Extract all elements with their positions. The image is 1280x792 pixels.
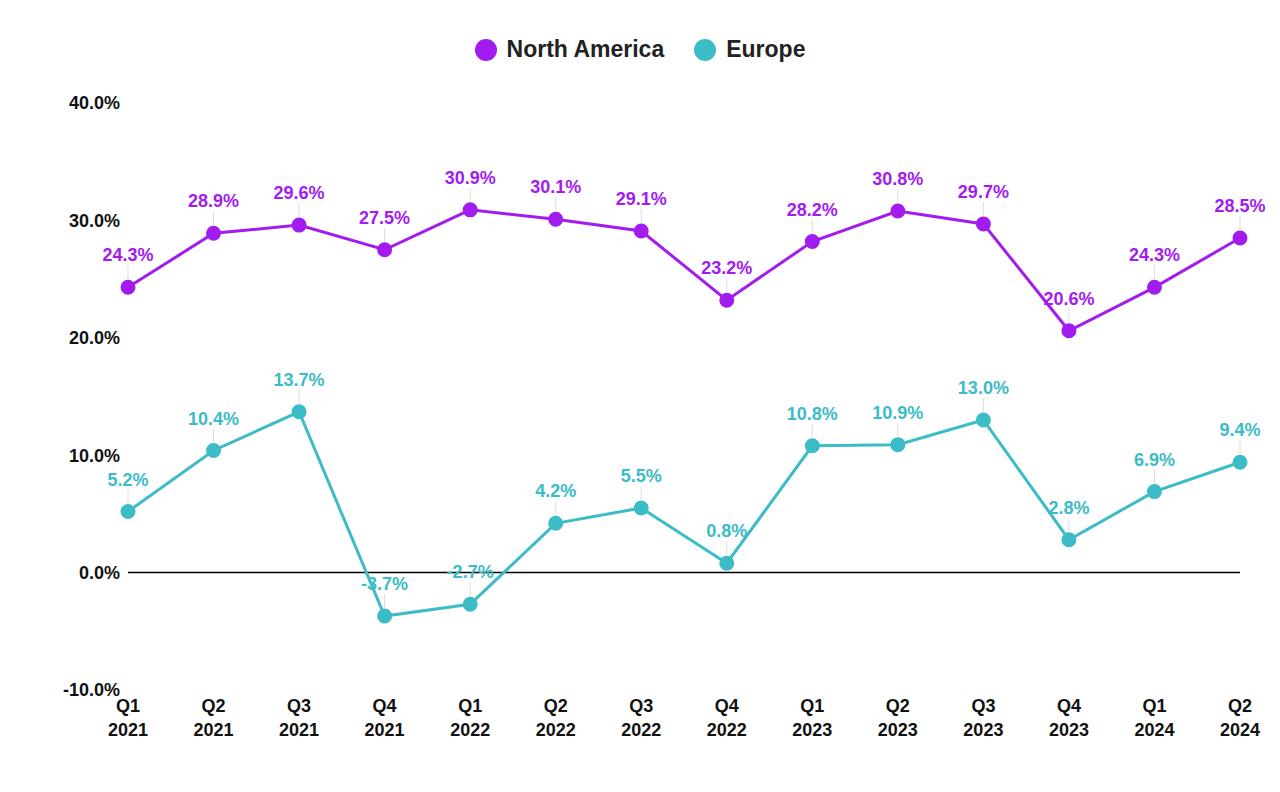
svg-text:Q32023: Q32023 [963, 696, 1003, 740]
svg-text:13.0%: 13.0% [958, 378, 1009, 398]
svg-text:Q32022: Q32022 [621, 696, 661, 740]
svg-text:10.0%: 10.0% [69, 446, 120, 466]
svg-text:6.9%: 6.9% [1134, 450, 1175, 470]
svg-text:29.1%: 29.1% [616, 189, 667, 209]
svg-text:20.0%: 20.0% [69, 328, 120, 348]
svg-text:Q22022: Q22022 [536, 696, 576, 740]
svg-text:30.0%: 30.0% [69, 211, 120, 231]
svg-text:Q42023: Q42023 [1049, 696, 1089, 740]
svg-text:10.8%: 10.8% [787, 404, 838, 424]
svg-text:Q22023: Q22023 [878, 696, 918, 740]
svg-text:24.3%: 24.3% [102, 245, 153, 265]
svg-text:-2.7%: -2.7% [447, 562, 494, 582]
svg-text:30.8%: 30.8% [872, 169, 923, 189]
svg-text:Q32021: Q32021 [279, 696, 319, 740]
svg-text:28.9%: 28.9% [188, 191, 239, 211]
svg-text:13.7%: 13.7% [274, 370, 325, 390]
svg-text:23.2%: 23.2% [701, 258, 752, 278]
svg-text:Q22021: Q22021 [194, 696, 234, 740]
svg-text:-3.7%: -3.7% [361, 574, 408, 594]
svg-text:Q22024: Q22024 [1220, 696, 1260, 740]
svg-text:10.9%: 10.9% [872, 403, 923, 423]
svg-text:24.3%: 24.3% [1129, 245, 1180, 265]
svg-text:5.2%: 5.2% [107, 470, 148, 490]
svg-text:28.5%: 28.5% [1214, 196, 1265, 216]
svg-text:40.0%: 40.0% [69, 93, 120, 113]
svg-text:30.9%: 30.9% [445, 168, 496, 188]
svg-text:4.2%: 4.2% [535, 481, 576, 501]
svg-text:28.2%: 28.2% [787, 200, 838, 220]
svg-text:0.8%: 0.8% [706, 521, 747, 541]
svg-text:Q12021: Q12021 [108, 696, 148, 740]
svg-text:Q42021: Q42021 [365, 696, 405, 740]
svg-text:Q12022: Q12022 [450, 696, 490, 740]
svg-text:27.5%: 27.5% [359, 208, 410, 228]
svg-text:20.6%: 20.6% [1043, 289, 1094, 309]
svg-text:9.4%: 9.4% [1219, 420, 1260, 440]
html-text:North America: North America [506, 36, 665, 62]
svg-text:-10.0%: -10.0% [63, 680, 120, 700]
svg-text:29.7%: 29.7% [958, 182, 1009, 202]
svg-text:29.6%: 29.6% [274, 183, 325, 203]
svg-text:Q12023: Q12023 [792, 696, 832, 740]
svg-text:Q42022: Q42022 [707, 696, 747, 740]
svg-text:10.4%: 10.4% [188, 409, 239, 429]
svg-text:Q12024: Q12024 [1134, 696, 1174, 740]
svg-text:2.8%: 2.8% [1048, 498, 1089, 518]
html-text:Europe: Europe [726, 36, 806, 62]
svg-text:5.5%: 5.5% [621, 466, 662, 486]
svg-text:30.1%: 30.1% [530, 177, 581, 197]
svg-text:0.0%: 0.0% [79, 563, 120, 583]
